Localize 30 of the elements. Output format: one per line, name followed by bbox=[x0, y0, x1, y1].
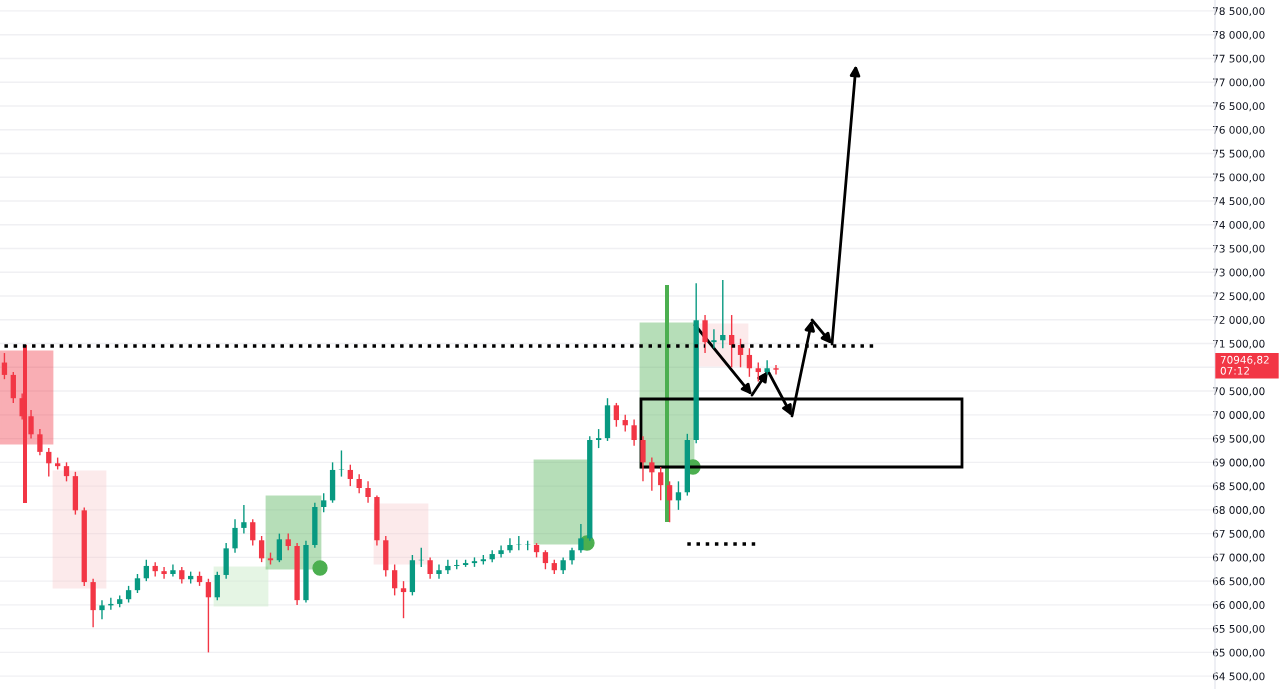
y-tick-label: 74 000,00 bbox=[1213, 220, 1265, 230]
y-tick-label: 70 000,00 bbox=[1213, 411, 1265, 420]
y-tick-label: 67 000,00 bbox=[1212, 553, 1265, 563]
y-tick-label: 73 000,00 bbox=[1213, 268, 1265, 278]
y-tick-label: 64 500,00 bbox=[1212, 672, 1265, 682]
y-tick-label: 68 500,00 bbox=[1212, 482, 1265, 492]
y-tick-label: 68 000,00 bbox=[1212, 506, 1265, 516]
y-tick-label: 77 500,00 bbox=[1213, 54, 1265, 64]
y-tick-label: 75 500,00 bbox=[1213, 149, 1265, 159]
y-tick-label: 71 500,00 bbox=[1213, 339, 1265, 349]
y-tick-label: 70 500,00 bbox=[1213, 387, 1265, 397]
text: 07:12 bbox=[1220, 366, 1249, 375]
y-tick-label: 77 000,00 bbox=[1213, 78, 1265, 88]
y-tick-label: 74 500,00 bbox=[1213, 197, 1265, 207]
y-tick-label: 69 000,00 bbox=[1212, 458, 1265, 468]
y-tick-label: 73 500,00 bbox=[1213, 244, 1265, 254]
y-tick-label: 78 000,00 bbox=[1213, 30, 1265, 40]
y-tick-label: 72 000,00 bbox=[1213, 316, 1265, 325]
y-tick-label: 78 500,00 bbox=[1213, 7, 1265, 17]
y-tick-label: 66 000,00 bbox=[1212, 601, 1265, 611]
y-tick-label: 75 000,00 bbox=[1213, 173, 1265, 183]
y-tick-label: 72 500,00 bbox=[1213, 292, 1265, 302]
y-tick-label: 67 500,00 bbox=[1212, 529, 1265, 539]
y-tick-label: 76 000,00 bbox=[1213, 125, 1265, 135]
y-tick-label: 69 500,00 bbox=[1212, 434, 1265, 444]
y-tick-label: 65 000,00 bbox=[1212, 648, 1265, 658]
y-tick-label: 76 500,00 bbox=[1213, 102, 1265, 112]
y-tick-label: 65 500,00 bbox=[1212, 624, 1265, 634]
text: 70946,82 bbox=[1220, 355, 1269, 365]
y-tick-label: 66 500,00 bbox=[1212, 577, 1265, 587]
